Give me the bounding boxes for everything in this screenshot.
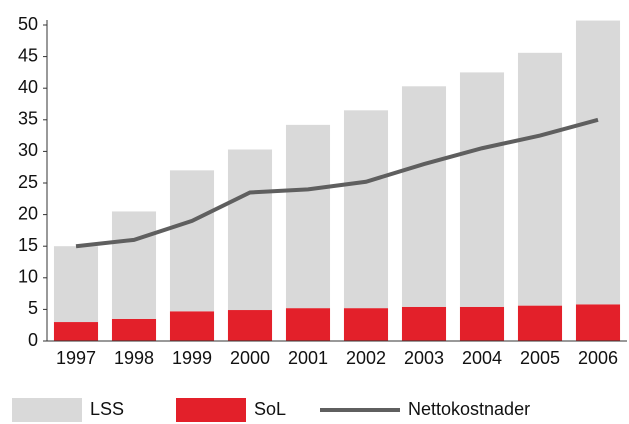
bar	[169, 311, 215, 341]
bar	[111, 211, 157, 319]
bar	[227, 149, 273, 311]
bar	[459, 306, 505, 341]
y-tick-label: 40	[18, 77, 38, 97]
y-tick-label: 30	[18, 140, 38, 160]
bar	[53, 246, 99, 323]
x-tick-label: 1999	[172, 348, 212, 368]
y-tick-label: 25	[18, 172, 38, 192]
bar	[169, 170, 215, 312]
x-tick-label: 2000	[230, 348, 270, 368]
y-tick-label: 35	[18, 109, 38, 129]
bar	[575, 20, 621, 305]
legend-label: SoL	[254, 399, 286, 419]
bar	[343, 308, 389, 341]
x-tick-label: 1998	[114, 348, 154, 368]
y-tick-label: 15	[18, 235, 38, 255]
bar	[53, 322, 99, 341]
bar	[285, 308, 331, 341]
x-tick-label: 2003	[404, 348, 444, 368]
bar	[401, 86, 447, 307]
legend-label: Nettokostnader	[408, 399, 530, 419]
x-tick-label: 2005	[520, 348, 560, 368]
y-tick-label: 5	[28, 298, 38, 318]
bar	[285, 124, 331, 309]
x-tick-label: 2006	[578, 348, 618, 368]
x-tick-label: 2001	[288, 348, 328, 368]
y-tick-label: 10	[18, 267, 38, 287]
y-tick-label: 45	[18, 45, 38, 65]
line	[75, 117, 599, 249]
x-tick-label: 1997	[56, 348, 96, 368]
x-tick-label: 2002	[346, 348, 386, 368]
legend-swatch	[12, 398, 82, 422]
bar	[517, 52, 563, 306]
bar	[575, 304, 621, 341]
y-tick-label: 0	[28, 330, 38, 350]
x-tick-label: 2004	[462, 348, 502, 368]
bar	[227, 310, 273, 341]
bar	[459, 72, 505, 307]
bar	[517, 305, 563, 341]
bar	[111, 318, 157, 341]
bar	[343, 110, 389, 309]
y-tick-label: 20	[18, 203, 38, 223]
y-tick-label: 50	[18, 14, 38, 34]
legend-label: LSS	[90, 399, 124, 419]
bar	[401, 306, 447, 341]
legend-swatch	[176, 398, 246, 422]
